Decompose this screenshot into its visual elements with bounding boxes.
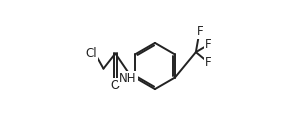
Text: F: F — [197, 25, 204, 38]
Text: F: F — [205, 38, 212, 51]
Text: F: F — [205, 56, 212, 69]
Text: Cl: Cl — [86, 47, 97, 60]
Text: O: O — [111, 79, 120, 92]
Text: NH: NH — [119, 72, 137, 85]
